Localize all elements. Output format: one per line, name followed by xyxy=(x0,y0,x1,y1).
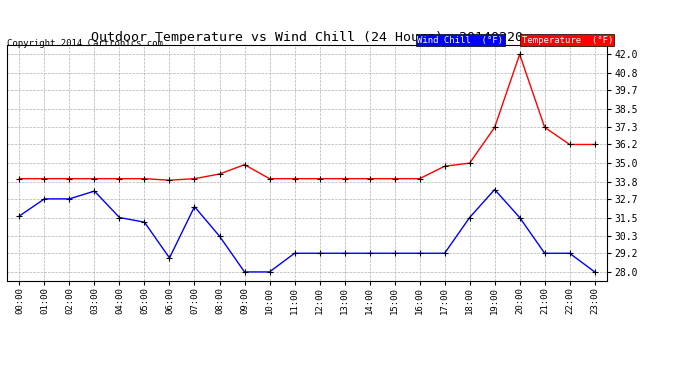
Text: Copyright 2014 Cartronics.com: Copyright 2014 Cartronics.com xyxy=(7,39,163,48)
Text: Wind Chill  (°F): Wind Chill (°F) xyxy=(417,36,504,45)
Title: Outdoor Temperature vs Wind Chill (24 Hours)  20140220: Outdoor Temperature vs Wind Chill (24 Ho… xyxy=(91,31,523,44)
Text: Temperature  (°F): Temperature (°F) xyxy=(522,36,613,45)
